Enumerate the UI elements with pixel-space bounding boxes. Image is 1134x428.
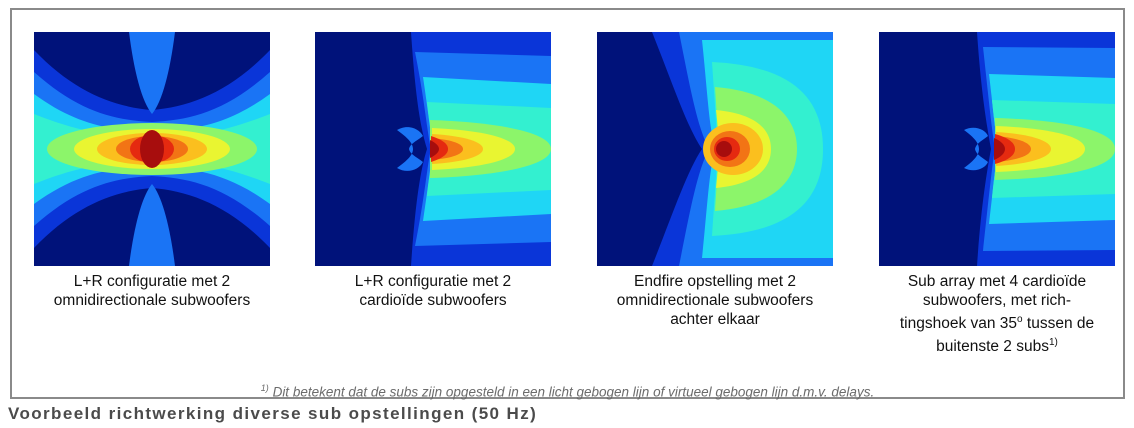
footnote: 1) Dit betekent dat de subs zijn opgeste… xyxy=(12,383,1123,400)
footnote-marker: 1) xyxy=(260,383,269,393)
caption-lr-omni: L+R configuratie met 2 omnidirectionale … xyxy=(53,273,251,309)
footnote-text: Dit betekent dat de subs zijn opgesteld … xyxy=(268,384,875,400)
polar-plot-lr-cardioid xyxy=(315,32,551,266)
figure-title: Voorbeeld richtwerking diverse sub opste… xyxy=(8,404,538,423)
polar-plot-lr-omni xyxy=(34,32,270,266)
polar-plot-endfire xyxy=(597,32,833,266)
caption-endfire: Endfire opstelling met 2 omnidirectional… xyxy=(616,273,814,328)
caption-sub-array: Sub array met 4 cardioïde subwoofers, me… xyxy=(899,273,1095,356)
figure-frame: L+R configuratie met 2 omnidirectionale … xyxy=(10,8,1125,400)
caption-lr-cardioid: L+R configuratie met 2 cardioïde subwoof… xyxy=(354,273,512,309)
polar-plot-sub-array xyxy=(879,32,1115,266)
